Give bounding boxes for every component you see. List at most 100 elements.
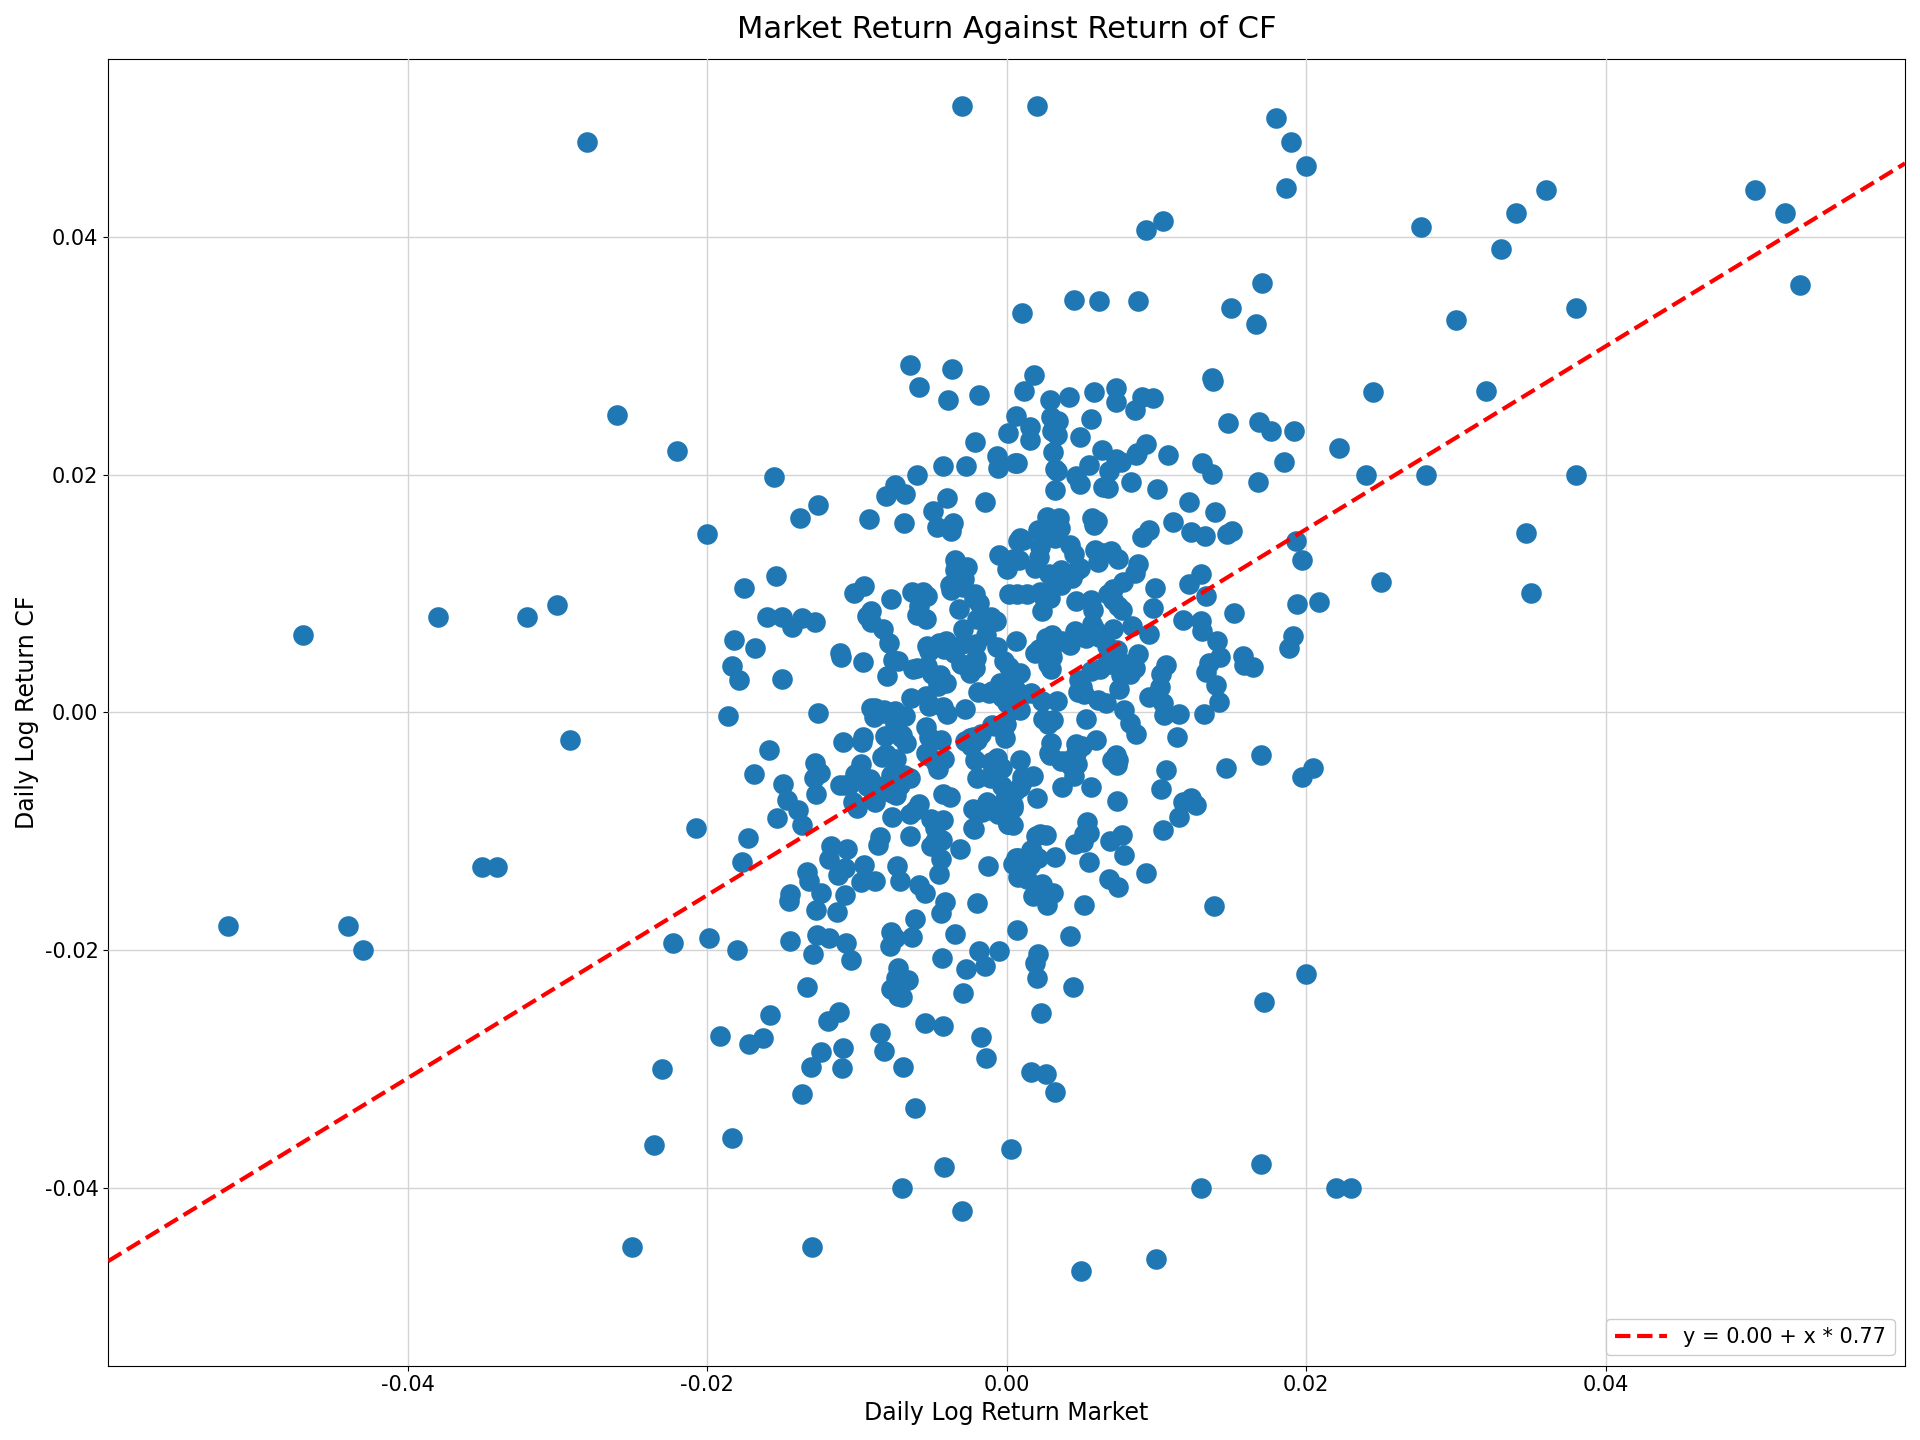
Point: [1116, 662, 1146, 685]
Point: [1269, 451, 1300, 474]
Point: [987, 719, 1018, 742]
Point: [1077, 612, 1108, 635]
Point: [885, 870, 916, 893]
Point: [1277, 625, 1308, 648]
Point: [975, 606, 1006, 629]
Point: [482, 855, 513, 878]
Point: [1006, 684, 1037, 707]
Point: [787, 1081, 818, 1104]
Point: [1350, 464, 1380, 487]
Point: [881, 747, 912, 770]
Point: [1323, 436, 1354, 459]
Point: [1058, 976, 1089, 999]
Y-axis label: Daily Log Return CF: Daily Log Return CF: [15, 596, 38, 829]
Point: [1092, 582, 1123, 605]
Point: [1110, 658, 1140, 681]
Point: [1187, 1176, 1217, 1200]
Point: [1037, 708, 1068, 732]
Point: [1096, 749, 1127, 772]
Point: [749, 1027, 780, 1050]
Point: [1087, 475, 1117, 498]
Point: [993, 691, 1023, 714]
Point: [1054, 924, 1085, 948]
Point: [1094, 829, 1125, 852]
Point: [812, 1009, 843, 1032]
Point: [962, 891, 993, 914]
Point: [1190, 585, 1221, 608]
Point: [799, 752, 829, 775]
Point: [1014, 429, 1044, 452]
Point: [1018, 884, 1048, 907]
Point: [1020, 825, 1050, 848]
Point: [849, 726, 879, 749]
Point: [929, 890, 960, 913]
Point: [1025, 884, 1056, 907]
Point: [804, 1041, 835, 1064]
Point: [948, 697, 979, 720]
Point: [1020, 363, 1050, 386]
Point: [1092, 648, 1123, 671]
Point: [1000, 847, 1031, 870]
Point: [879, 700, 910, 723]
Point: [1217, 520, 1248, 543]
Point: [1131, 219, 1162, 242]
Point: [1096, 539, 1127, 562]
Point: [839, 763, 870, 786]
Point: [1062, 752, 1092, 775]
Point: [1162, 724, 1192, 747]
Point: [966, 801, 996, 824]
Point: [1004, 527, 1035, 550]
Point: [998, 780, 1029, 804]
Point: [950, 730, 981, 753]
Point: [881, 966, 912, 989]
Point: [1102, 749, 1133, 772]
Point: [1027, 708, 1058, 732]
Point: [1135, 518, 1165, 541]
Point: [1121, 723, 1152, 746]
Point: [947, 982, 977, 1005]
Point: [847, 730, 877, 753]
Point: [1175, 786, 1206, 809]
Point: [931, 487, 962, 510]
Point: [716, 655, 747, 678]
Point: [824, 864, 854, 887]
Point: [1290, 962, 1321, 985]
Point: [755, 739, 785, 762]
Point: [1000, 405, 1031, 428]
Point: [1000, 452, 1031, 475]
Point: [1046, 749, 1077, 772]
Point: [1100, 390, 1131, 413]
Point: [856, 697, 887, 720]
Point: [1144, 675, 1175, 698]
Point: [1100, 448, 1131, 471]
Point: [1056, 634, 1087, 657]
Point: [993, 557, 1023, 580]
Point: [877, 648, 908, 671]
Point: [1411, 464, 1442, 487]
Point: [849, 575, 879, 598]
Point: [1185, 609, 1215, 632]
Point: [1079, 539, 1110, 562]
Point: [1058, 765, 1089, 788]
Point: [1062, 559, 1092, 582]
Point: [1056, 755, 1087, 778]
Point: [1046, 575, 1077, 598]
Point: [839, 582, 870, 605]
Point: [804, 762, 835, 785]
Point: [1091, 691, 1121, 714]
Point: [945, 838, 975, 861]
Point: [1229, 654, 1260, 677]
Point: [860, 870, 891, 893]
Point: [1142, 477, 1173, 500]
Point: [1196, 366, 1227, 389]
Point: [922, 668, 952, 691]
Point: [801, 899, 831, 922]
X-axis label: Daily Log Return Market: Daily Log Return Market: [864, 1401, 1148, 1426]
Point: [927, 696, 958, 719]
Point: [877, 782, 908, 805]
Point: [960, 431, 991, 454]
Point: [1031, 894, 1062, 917]
Point: [1119, 562, 1150, 585]
Point: [774, 930, 804, 953]
Point: [1150, 654, 1181, 677]
